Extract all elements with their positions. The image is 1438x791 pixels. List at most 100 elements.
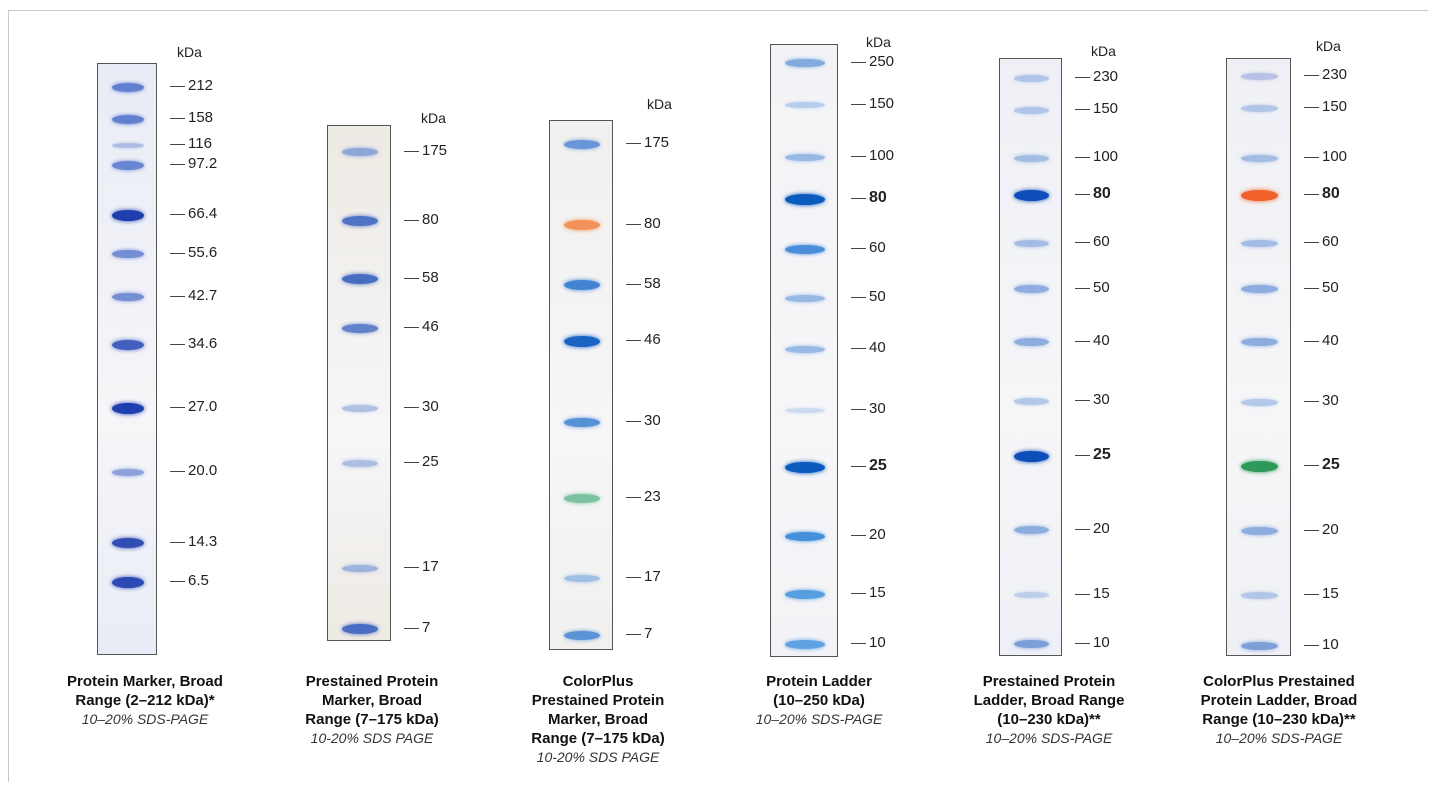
protein-band — [1241, 338, 1278, 346]
marker-tick — [1075, 288, 1090, 289]
protein-band — [564, 493, 600, 503]
marker-tick — [1075, 341, 1090, 342]
marker-tick — [851, 535, 866, 536]
molecular-weight-label: 100 — [869, 147, 895, 164]
molecular-weight-label: 27.0 — [188, 398, 218, 415]
marker-tick — [1304, 194, 1319, 195]
molecular-weight-label: 100 — [1093, 148, 1119, 165]
molecular-weight-label: 20 — [1322, 521, 1339, 538]
caption-gel-note: 10–20% SDS-PAGE — [755, 711, 883, 727]
protein-band — [1014, 74, 1049, 82]
caption-title-line: Range (10–230 kDa)** — [1202, 711, 1356, 728]
molecular-weight-label: 116 — [188, 135, 212, 152]
marker-tick — [851, 248, 866, 249]
marker-tick — [1304, 242, 1319, 243]
kda-unit-label: kDa — [866, 34, 891, 50]
molecular-weight-label: 46 — [644, 331, 661, 348]
panel-caption: ColorPlus Prestained Protein Marker, Broad… — [498, 672, 698, 767]
molecular-weight-label: 150 — [869, 95, 895, 112]
molecular-weight-label: 15 — [869, 584, 886, 601]
protein-band — [785, 193, 825, 205]
marker-tick — [626, 497, 641, 498]
marker-tick — [404, 278, 419, 279]
protein-band — [1014, 189, 1049, 201]
protein-band — [564, 574, 600, 582]
caption-title-line: ColorPlus — [562, 673, 634, 690]
marker-tick — [626, 340, 641, 341]
molecular-weight-label: 60 — [1322, 233, 1339, 250]
protein-band — [342, 323, 378, 333]
marker-tick — [170, 542, 185, 543]
marker-tick — [626, 577, 641, 578]
protein-band — [1241, 72, 1278, 80]
marker-tick — [404, 407, 419, 408]
molecular-weight-label: 17 — [422, 558, 439, 575]
protein-band — [342, 148, 378, 156]
molecular-weight-label: 15 — [1322, 585, 1339, 602]
caption-title-line: Range (7–175 kDa) — [531, 730, 665, 747]
protein-band — [1014, 592, 1049, 598]
molecular-weight-label: 15 — [1093, 585, 1110, 602]
marker-tick — [1075, 194, 1090, 195]
protein-band — [785, 531, 825, 541]
protein-band — [1241, 460, 1278, 472]
molecular-weight-label: 97.2 — [188, 155, 218, 172]
marker-tick — [851, 198, 866, 199]
marker-tick — [851, 348, 866, 349]
marker-tick — [1075, 157, 1090, 158]
kda-unit-label: kDa — [421, 110, 446, 126]
molecular-weight-label: 212 — [188, 77, 214, 94]
gel-lane — [549, 120, 613, 650]
protein-band — [112, 114, 144, 124]
molecular-weight-label: 58 — [422, 269, 439, 286]
protein-band — [564, 417, 600, 427]
marker-tick — [404, 628, 419, 629]
molecular-weight-label: 58 — [644, 275, 661, 292]
protein-band — [112, 293, 144, 301]
protein-band — [342, 274, 378, 284]
protein-band — [1241, 189, 1278, 201]
protein-band — [342, 564, 378, 572]
molecular-weight-label: 100 — [1322, 148, 1348, 165]
protein-band — [785, 407, 825, 413]
molecular-weight-label: 20 — [1093, 520, 1110, 537]
molecular-weight-label: 14.3 — [188, 533, 218, 550]
protein-band — [112, 209, 144, 221]
caption-title-line: Prestained Protein — [531, 692, 665, 709]
kda-unit-label: kDa — [1316, 38, 1341, 54]
molecular-weight-label: 30 — [1093, 391, 1110, 408]
panel-caption: Prestained Protein Marker, Broad Range (7–… — [272, 672, 472, 748]
protein-band — [1014, 106, 1049, 114]
marker-tick — [1304, 530, 1319, 531]
marker-tick — [1304, 645, 1319, 646]
marker-tick — [1075, 594, 1090, 595]
marker-tick — [626, 284, 641, 285]
molecular-weight-label: 230 — [1093, 68, 1119, 85]
marker-tick — [1075, 109, 1090, 110]
molecular-weight-label: 175 — [422, 142, 448, 159]
caption-title-line: Prestained Protein — [305, 673, 439, 690]
marker-tick — [170, 581, 185, 582]
protein-band — [1014, 338, 1049, 346]
marker-tick — [626, 143, 641, 144]
protein-band — [342, 624, 378, 634]
marker-tick — [1304, 401, 1319, 402]
protein-band — [1241, 154, 1278, 162]
kda-unit-label: kDa — [177, 44, 202, 60]
protein-band — [785, 639, 825, 649]
marker-tick — [170, 344, 185, 345]
protein-band — [112, 142, 144, 148]
caption-gel-note: 10-20% SDS PAGE — [536, 749, 660, 765]
marker-tick — [170, 164, 185, 165]
marker-tick — [404, 151, 419, 152]
protein-band — [112, 576, 144, 588]
protein-band — [112, 538, 144, 548]
molecular-weight-label: 10 — [869, 634, 886, 651]
molecular-weight-label: 25 — [1093, 446, 1111, 463]
marker-tick — [1304, 594, 1319, 595]
molecular-weight-label: 6.5 — [188, 572, 209, 589]
panel-caption: Protein Marker, Broad Range (2–212 kDa)* 1… — [45, 672, 245, 729]
molecular-weight-label: 30 — [644, 412, 661, 429]
marker-tick — [1075, 643, 1090, 644]
